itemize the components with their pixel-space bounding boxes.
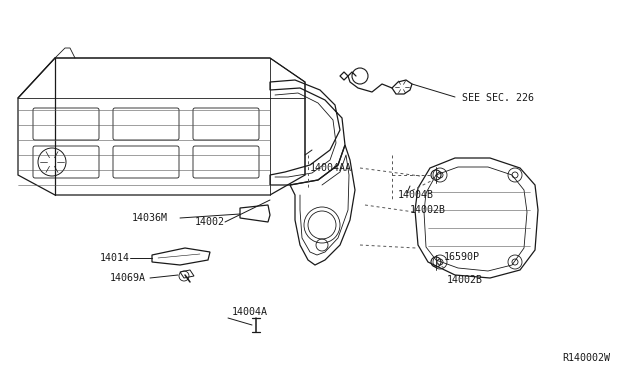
Text: 14004A: 14004A — [232, 307, 268, 317]
Text: SEE SEC. 226: SEE SEC. 226 — [462, 93, 534, 103]
Text: 14002B: 14002B — [447, 275, 483, 285]
Text: 16590P: 16590P — [444, 252, 480, 262]
Text: 14002: 14002 — [195, 217, 225, 227]
Text: 14014: 14014 — [100, 253, 130, 263]
Text: 14002B: 14002B — [410, 205, 446, 215]
Text: 14004AA: 14004AA — [310, 163, 352, 173]
Text: 14036M: 14036M — [132, 213, 168, 223]
Text: 14069A: 14069A — [110, 273, 146, 283]
Text: R140002W: R140002W — [562, 353, 610, 363]
Text: 14004B: 14004B — [398, 190, 434, 200]
